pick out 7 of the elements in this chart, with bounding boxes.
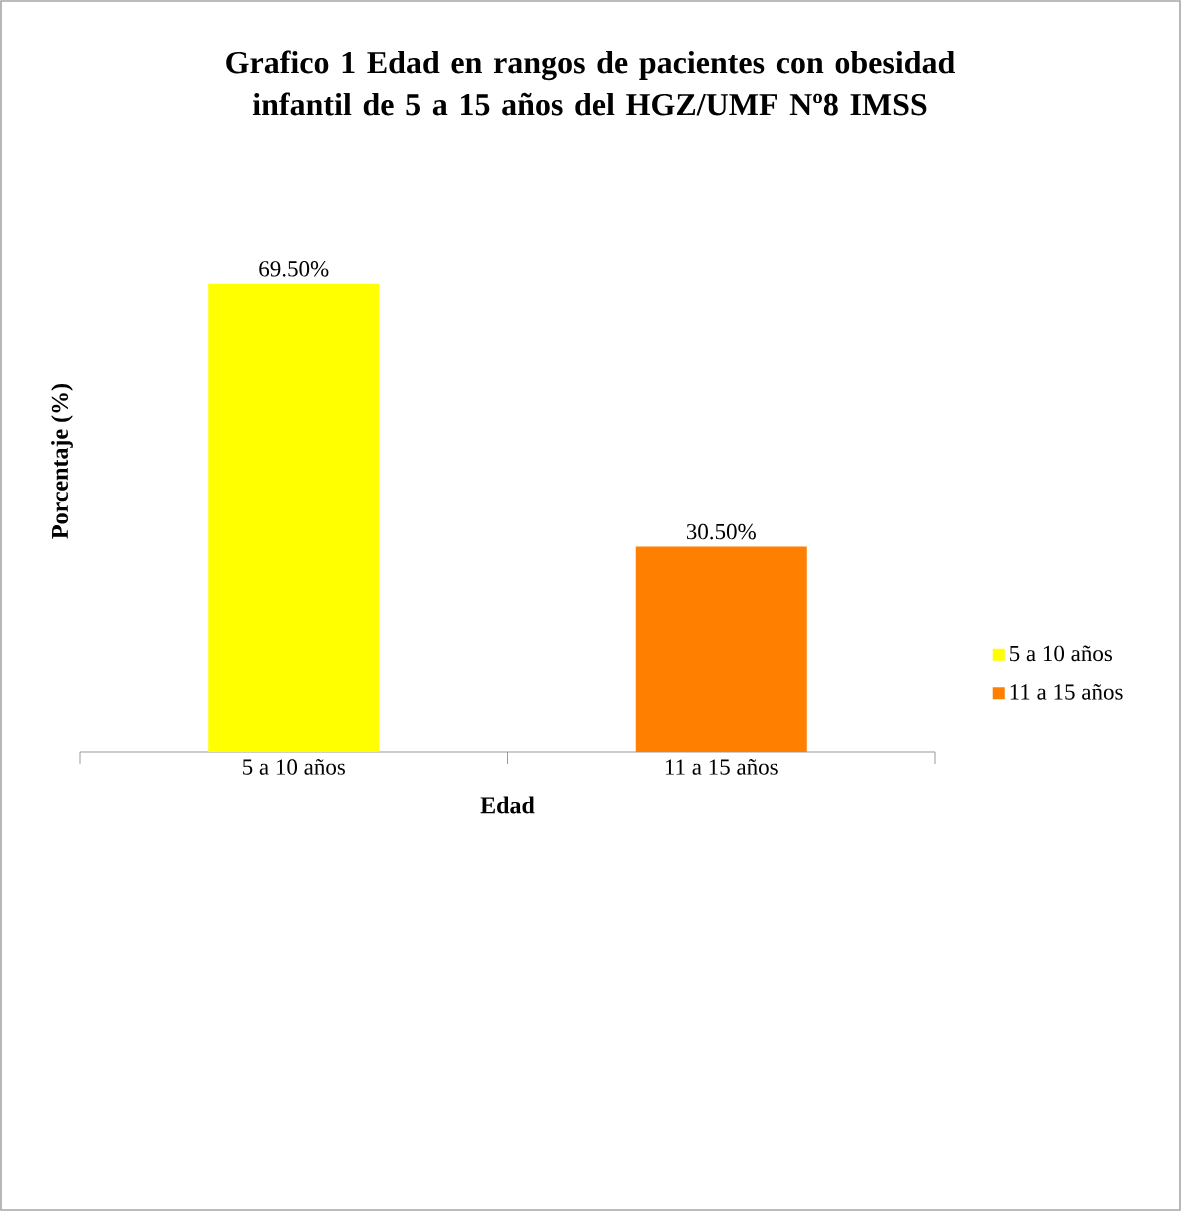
x-axis-title: Edad <box>480 796 535 814</box>
data-label: 69.50% <box>259 261 329 277</box>
y-axis-title: Porcentaje (%) <box>51 383 73 539</box>
legend-label: 11 a 15 años <box>1010 684 1123 700</box>
data-label: 30.50% <box>686 523 756 540</box>
legend-label: 5 a 10 años <box>1010 645 1112 662</box>
chart-title: Grafico 1 Edad en rangos de pacientes con obesidad infantil de 5 a 15 años del HGZ/UMF Nº8 IMSS <box>226 50 955 116</box>
